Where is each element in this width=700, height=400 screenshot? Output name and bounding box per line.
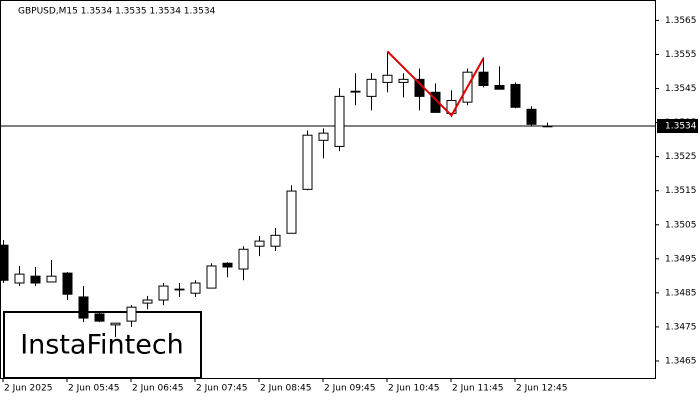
candle-body: [14, 273, 25, 284]
candle-body: [94, 313, 105, 322]
y-tick-label: 1.3465: [665, 356, 697, 366]
candle-body: [542, 125, 553, 128]
candle-body: [222, 262, 233, 268]
candle-body: [510, 83, 521, 108]
candle-body: [158, 285, 169, 301]
x-tick-label: 2 Jun 10:45: [388, 384, 439, 394]
y-tick-label: 1.3495: [665, 254, 697, 264]
x-tick-label: 2 Jun 2025: [4, 384, 52, 394]
candle-body: [494, 84, 505, 90]
candle-body: [46, 275, 57, 283]
candle-body: [286, 190, 297, 234]
y-tick-label: 1.3475: [665, 322, 697, 332]
candle-body: [30, 275, 41, 284]
candle-body: [110, 322, 121, 326]
y-tick-label: 1.3525: [665, 152, 697, 162]
bid-label: 1.3534: [665, 122, 697, 132]
candle-body: [142, 299, 153, 304]
bid-label-box: [657, 119, 698, 133]
candle-body: [526, 108, 537, 125]
y-tick-label: 1.3505: [665, 220, 697, 230]
candle-body: [382, 74, 393, 83]
candle-body: [398, 78, 409, 83]
y-tick-label: 1.3485: [665, 288, 697, 298]
candle-body: [350, 90, 361, 93]
candle-body: [126, 306, 137, 322]
logo: InstaFintech: [20, 330, 184, 361]
x-tick-label: 2 Jun 12:45: [516, 384, 567, 394]
candle-body: [190, 282, 201, 294]
candle-body: [430, 91, 441, 113]
x-tick-label: 2 Jun 11:45: [452, 384, 503, 394]
y-tick-label: 1.3515: [665, 186, 697, 196]
candle-body: [0, 244, 9, 281]
pattern-line: [386, 50, 485, 118]
y-tick-label: 1.3555: [665, 50, 697, 60]
x-tick-label: 2 Jun 09:45: [324, 384, 375, 394]
candle-body: [254, 240, 265, 247]
candle-body: [174, 288, 185, 291]
candle-body: [334, 95, 345, 147]
candle-body: [302, 134, 313, 190]
candle-body: [366, 78, 377, 97]
candle-body: [78, 296, 89, 319]
x-tick-label: 2 Jun 06:45: [132, 384, 183, 394]
x-tick-label: 2 Jun 08:45: [260, 384, 311, 394]
candle-body: [62, 272, 73, 295]
x-tick-label: 2 Jun 07:45: [196, 384, 247, 394]
candle-body: [318, 132, 329, 141]
candle-body: [238, 248, 249, 270]
chart-title: GBPUSD,M15 1.3534 1.3535 1.3534 1.3534: [18, 7, 216, 17]
candle-body: [206, 265, 217, 289]
x-tick-label: 2 Jun 05:45: [68, 384, 119, 394]
y-tick-label: 1.3545: [665, 84, 697, 94]
candle-body: [478, 71, 489, 86]
candle-body: [270, 234, 281, 247]
y-tick-label: 1.3565: [665, 16, 697, 26]
logo-box: [3, 311, 202, 379]
